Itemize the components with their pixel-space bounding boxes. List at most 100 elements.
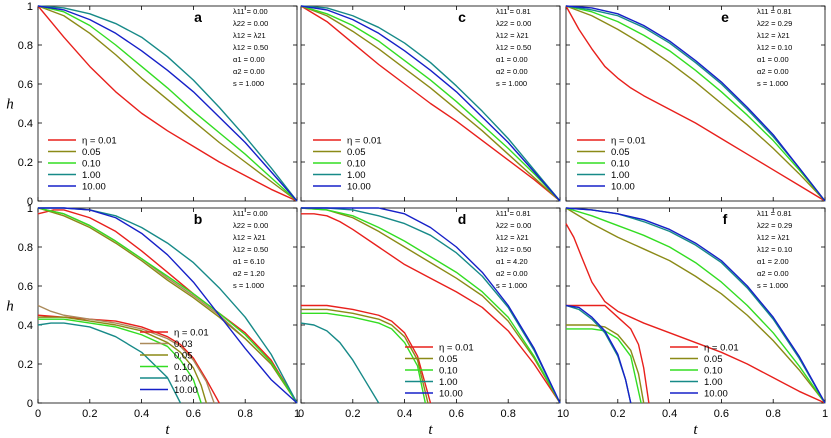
y-tick-label: 0.2 (18, 359, 33, 371)
series-line-e-4 (565, 5, 826, 202)
series-line-b-3 (37, 207, 298, 404)
series-line-a-3 (37, 5, 298, 202)
legend-entry: 1.00 (174, 374, 193, 385)
plot-frame (565, 5, 826, 202)
x-axis-label: t (428, 422, 433, 438)
legend-entry: 0.10 (82, 159, 101, 170)
x-tick-label: 0.2 (610, 408, 625, 420)
legend-entry: 0.05 (439, 354, 458, 365)
x-tick-label: 0.6 (449, 408, 464, 420)
series-line-f-2 (565, 207, 826, 404)
y-tick-label: 0.8 (18, 242, 33, 254)
param-text: λ11 = 0.81 (757, 7, 792, 16)
y-axis-label: h (6, 97, 14, 113)
param-text: α2 = 0.00 (757, 269, 789, 278)
x-axis-label: t (693, 422, 698, 438)
param-text: λ12 = λ21 (233, 233, 266, 242)
series-line-e-2 (565, 5, 826, 202)
x-tick-label: 1 (822, 408, 828, 420)
y-tick-label: 0.6 (18, 79, 33, 91)
legend-entry: 1.00 (439, 377, 458, 388)
panel-label: d (458, 211, 467, 227)
series-line-c-4 (300, 5, 561, 202)
x-tick-label: 0.8 (501, 408, 516, 420)
y-tick-label: 0.6 (18, 281, 33, 293)
x-tick-label: 0.4 (134, 408, 149, 420)
param-text: λ12 = 0.10 (757, 245, 792, 254)
panel-label: f (723, 211, 728, 227)
panel-label: e (721, 9, 729, 25)
param-text: λ12 = λ21 (233, 31, 266, 40)
param-text: λ12 = 0.50 (496, 245, 531, 254)
legend-entry: η = 0.01 (174, 328, 209, 339)
legend-entry: 0.05 (82, 147, 101, 158)
legend-entry: 10.00 (347, 182, 371, 193)
panel-f: 0 0.2 0.4 0.6 0.8 1 f λ11 = 0.81 λ22 = 0.29 λ12 =… (563, 207, 828, 420)
legend-entry: η = 0.01 (611, 136, 646, 147)
x-tick-label: 0 (35, 408, 41, 420)
param-text: λ12 = 0.50 (233, 43, 268, 52)
series-line-a-2 (37, 5, 298, 202)
param-text: λ12 = λ21 (496, 233, 529, 242)
series-line-b-0 (37, 209, 298, 404)
param-text: λ22 = 0.00 (233, 19, 268, 28)
param-text: λ22 = 0.00 (496, 221, 531, 230)
param-text: α2 = 0.00 (233, 67, 265, 76)
x-tick-label: 0.4 (662, 408, 677, 420)
series-line-c-0 (300, 5, 561, 202)
series-line-b-2 (37, 207, 298, 404)
series-line-b-7 (37, 304, 215, 404)
series-line-d-6 (301, 308, 429, 404)
legend-entry: 0.10 (174, 362, 193, 373)
x-tick-label: 0.4 (397, 408, 412, 420)
param-text: s = 1.000 (757, 79, 788, 88)
param-text: s = 1.000 (496, 79, 527, 88)
x-axis-label: t (165, 422, 170, 438)
series-line-f-0 (565, 223, 826, 404)
x-tick-label: 0.6 (714, 408, 729, 420)
series-line-f-5 (566, 304, 650, 404)
series-line-a-4 (37, 5, 298, 202)
series-line-b-9 (38, 318, 202, 404)
legend-entry: 0.05 (704, 354, 723, 365)
y-tick-label: 1 (27, 203, 33, 215)
legend-entry: 1.00 (347, 170, 366, 181)
series-line-b-10 (37, 322, 182, 404)
series-line-a-0 (37, 5, 298, 202)
param-text: λ12 = λ21 (496, 31, 529, 40)
legend-entry: 0.05 (347, 147, 366, 158)
series-line-d-5 (301, 304, 432, 404)
series-line-c-2 (300, 5, 561, 202)
x-tick-label: 0.6 (186, 408, 201, 420)
param-text: α1 = 6.10 (233, 257, 265, 266)
legend-entry: 10.00 (611, 182, 635, 193)
series-line-b-5 (38, 207, 298, 404)
x-tick-label: 0.8 (766, 408, 781, 420)
x-tick-label: 0.8 (238, 408, 253, 420)
series-line-c-1 (300, 5, 561, 202)
legend-entry: η = 0.01 (704, 343, 739, 354)
legend-entry: η = 0.01 (82, 136, 117, 147)
param-text: λ11 = 0.81 (757, 209, 792, 218)
series-line-c-3 (300, 5, 561, 202)
param-text: α2 = 1.20 (233, 269, 265, 278)
y-tick-label: 0.8 (18, 40, 33, 52)
x-tick-label: 0.2 (82, 408, 97, 420)
panel-label: a (194, 9, 202, 25)
legend-entry: η = 0.01 (347, 136, 382, 147)
legend-entry: 10.00 (174, 385, 198, 396)
series-line-f-9 (565, 304, 632, 404)
x-tick-label: 1 (294, 408, 300, 420)
y-tick-label: 0.2 (18, 157, 33, 169)
y-tick-label: 0.4 (18, 118, 33, 130)
series-line-e-3 (565, 5, 826, 202)
param-text: λ11 = 0.81 (496, 209, 531, 218)
param-text: α2 = 0.00 (496, 67, 528, 76)
param-text: λ12 = λ21 (757, 233, 790, 242)
y-tick-label: 0 (27, 398, 33, 410)
